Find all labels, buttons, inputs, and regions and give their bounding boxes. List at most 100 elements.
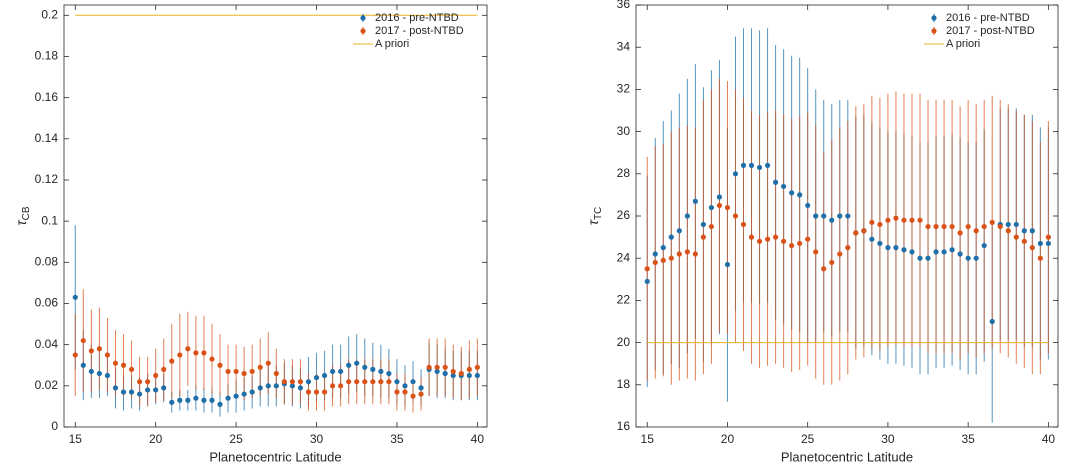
point	[201, 350, 207, 356]
point	[112, 385, 119, 391]
y-tick-label: 28	[617, 166, 631, 180]
point	[925, 255, 931, 261]
point	[386, 370, 392, 377]
point	[474, 364, 480, 370]
point	[474, 372, 480, 379]
point	[161, 385, 167, 391]
point	[128, 366, 135, 372]
point	[869, 219, 875, 225]
point	[136, 379, 143, 385]
legend-label: 2017 - post-NTBD	[946, 25, 1035, 37]
point	[209, 356, 215, 362]
point	[169, 399, 175, 405]
point	[249, 368, 255, 375]
point	[321, 389, 328, 395]
y-tick-label: 0.16	[35, 90, 59, 104]
point	[273, 383, 279, 389]
point	[740, 221, 747, 228]
point	[885, 245, 891, 251]
point	[112, 360, 119, 366]
point	[442, 364, 448, 370]
point	[346, 362, 352, 368]
point	[169, 358, 175, 364]
point	[450, 368, 456, 375]
point	[233, 393, 239, 399]
point	[466, 372, 472, 379]
legend-marker	[360, 28, 366, 34]
point	[845, 245, 851, 251]
point	[756, 238, 763, 244]
point	[305, 379, 312, 385]
point	[997, 223, 1003, 230]
point	[732, 213, 739, 219]
y-tick-label: 0.12	[35, 172, 59, 186]
point	[80, 337, 86, 344]
point	[120, 389, 127, 395]
point	[989, 318, 995, 325]
x-tick-label: 35	[390, 432, 404, 446]
point	[901, 217, 907, 223]
point	[772, 234, 779, 240]
point	[321, 372, 328, 379]
point	[394, 389, 400, 395]
point	[732, 171, 739, 177]
legend-label: 2017 - post-NTBD	[375, 25, 464, 37]
y-axis-symbol: τ	[13, 220, 29, 226]
point	[394, 379, 400, 385]
point	[217, 401, 223, 407]
point	[426, 364, 432, 370]
point	[136, 391, 143, 397]
y-axis-subscript: TC	[593, 207, 604, 220]
point	[853, 230, 859, 236]
point	[410, 379, 416, 385]
point	[1005, 228, 1011, 234]
y-tick-label: 26	[617, 208, 631, 222]
point	[153, 387, 159, 393]
x-tick-label: 25	[229, 432, 243, 446]
point	[684, 249, 690, 255]
point	[1029, 245, 1035, 251]
y-tick-label: 34	[617, 39, 631, 53]
point	[933, 249, 939, 255]
legend-label: 2016 - pre-NTBD	[946, 12, 1030, 24]
point	[72, 352, 78, 358]
y-tick-label: 0.14	[35, 131, 59, 145]
point	[346, 379, 352, 385]
point	[313, 374, 320, 381]
point	[128, 389, 135, 395]
point	[1005, 221, 1011, 228]
y-tick-label: 0.08	[35, 254, 59, 268]
point	[458, 370, 464, 377]
point	[644, 266, 650, 272]
point	[973, 228, 979, 234]
point	[692, 251, 698, 257]
point	[805, 236, 811, 242]
point	[756, 164, 763, 171]
x-axis-label: Planetocentric Latitude	[209, 449, 341, 464]
y-tick-label: 0.06	[35, 296, 59, 310]
point	[893, 245, 899, 251]
point	[973, 255, 979, 261]
point	[257, 385, 263, 391]
point	[941, 223, 947, 230]
y-tick-label: 0.2	[41, 7, 58, 21]
point	[145, 387, 151, 393]
point	[877, 240, 883, 247]
point	[72, 294, 78, 300]
point	[748, 162, 755, 168]
point	[402, 383, 408, 389]
point	[185, 346, 191, 352]
point	[797, 240, 803, 247]
point	[861, 228, 867, 234]
point	[241, 370, 247, 377]
y-tick-label: 0	[51, 419, 58, 433]
point	[724, 204, 731, 211]
point	[781, 183, 787, 190]
point	[289, 379, 295, 385]
point	[1045, 240, 1051, 247]
point	[161, 366, 167, 372]
x-tick-label: 30	[881, 432, 895, 446]
y-axis-symbol: τ	[585, 219, 601, 225]
point	[708, 204, 715, 211]
point	[80, 362, 86, 368]
